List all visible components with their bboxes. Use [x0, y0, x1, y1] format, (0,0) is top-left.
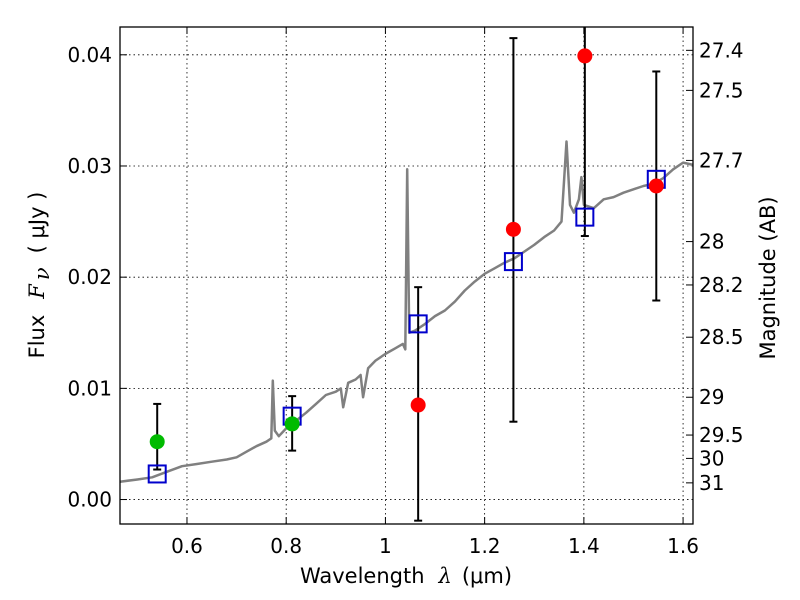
magnitude-tick-label: 28 — [699, 230, 724, 254]
observed-flux-point — [149, 434, 165, 450]
magnitude-tick-label: 28.5 — [699, 325, 744, 349]
x-tick-label: 1.4 — [568, 534, 600, 558]
model-square-layer — [147, 169, 666, 484]
model-photometry-square — [408, 314, 428, 334]
x-tick-label: 0.8 — [270, 534, 302, 558]
x-axis-ticks: 0.6 0.8 1 1.2 1.4 1.6 — [171, 27, 699, 558]
x-axis-title: Wavelength λ (μm) — [300, 564, 512, 588]
y-axis-title-unit: ( μJy ) — [25, 192, 49, 254]
y-tick-label: 0.04 — [67, 43, 112, 67]
magnitude-tick-label: 29.5 — [699, 423, 744, 447]
sed-curve-layer — [119, 140, 694, 483]
x-tick-label: 0.6 — [171, 534, 203, 558]
observed-flux-point — [648, 178, 664, 194]
model-photometry-square — [147, 464, 167, 484]
model-photometry-square — [503, 252, 523, 272]
sed-model-line — [119, 140, 694, 483]
observed-flux-point — [284, 416, 300, 432]
magnitude-tick-label: 27.4 — [699, 38, 744, 62]
magnitude-tick-label: 27.5 — [699, 78, 744, 102]
y-tick-label: 0.00 — [67, 488, 112, 512]
y-tick-label: 0.01 — [67, 376, 112, 400]
magnitude-tick-label: 31 — [699, 471, 724, 495]
observed-point-layer — [149, 48, 664, 450]
gridlines — [120, 27, 693, 524]
magnitude-axis-title: Magnitude (AB) — [756, 196, 780, 359]
model-photometry-square — [575, 207, 595, 227]
observed-flux-point — [577, 48, 593, 64]
observed-flux-point — [410, 397, 426, 413]
magnitude-tick-label: 29 — [699, 385, 724, 409]
y-axis-title-symbol: F — [25, 283, 49, 300]
y-axis-ticks: 0.00 0.01 0.02 0.03 0.04 — [67, 43, 127, 512]
magnitude-tick-label: 28.2 — [699, 273, 744, 297]
y-axis-title-main: Flux — [25, 315, 49, 359]
x-axis-title-symbol: λ — [438, 564, 452, 588]
observed-flux-point — [505, 221, 521, 237]
y-axis-title: Flux F ν ( μJy ) — [25, 192, 54, 359]
y-axis-title-subscript: ν — [30, 267, 54, 280]
plot-frame — [119, 26, 694, 525]
x-axis-title-unit: (μm) — [462, 564, 512, 588]
magnitude-tick-label: 30 — [699, 446, 724, 470]
x-tick-label: 1.6 — [667, 534, 699, 558]
x-axis-title-main: Wavelength — [300, 564, 425, 588]
y-tick-label: 0.03 — [67, 154, 112, 178]
x-tick-label: 1.2 — [469, 534, 501, 558]
y-tick-label: 0.02 — [67, 265, 112, 289]
magnitude-tick-label: 27.7 — [699, 148, 744, 172]
x-tick-label: 1 — [379, 534, 392, 558]
